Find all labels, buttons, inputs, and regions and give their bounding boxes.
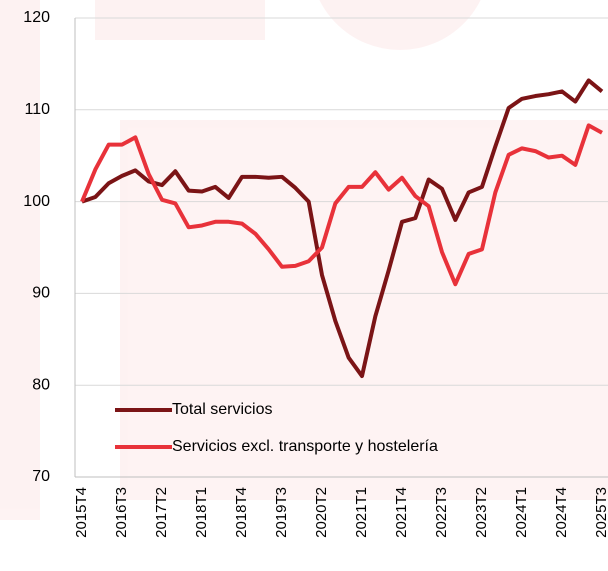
y-tick-label: 100: [23, 193, 50, 210]
y-tick-label: 120: [23, 9, 50, 26]
series-line: [80, 123, 603, 287]
x-tick-label: 2021T4: [393, 487, 410, 538]
legend-label: Total servicios: [172, 401, 272, 418]
series-line: [81, 78, 604, 379]
x-tick-label: 2021T1: [353, 487, 370, 538]
x-tick-label: 2022T3: [433, 487, 450, 538]
x-tick-label: 2023T2: [473, 487, 490, 538]
y-tick-label: 70: [32, 468, 50, 485]
x-tick-label: 2020T2: [313, 487, 330, 538]
y-tick-label: 110: [24, 101, 50, 118]
x-tick-label: 2019T3: [273, 487, 290, 538]
x-tick-label: 2024T1: [513, 487, 530, 538]
x-tick-label: 2018T1: [193, 487, 210, 538]
y-tick-label: 90: [32, 285, 50, 302]
x-tick-label: 2025T3: [593, 487, 608, 538]
x-tick-label: 2018T4: [233, 487, 250, 538]
y-tick-label: 80: [32, 376, 50, 393]
x-tick-label: 2016T3: [113, 487, 130, 538]
x-tick-label: 2015T4: [73, 487, 90, 538]
x-tick-label: 2017T2: [153, 487, 170, 538]
legend-label: Servicios excl. transporte y hostelería: [172, 438, 438, 455]
x-tick-label: 2024T4: [553, 487, 570, 538]
